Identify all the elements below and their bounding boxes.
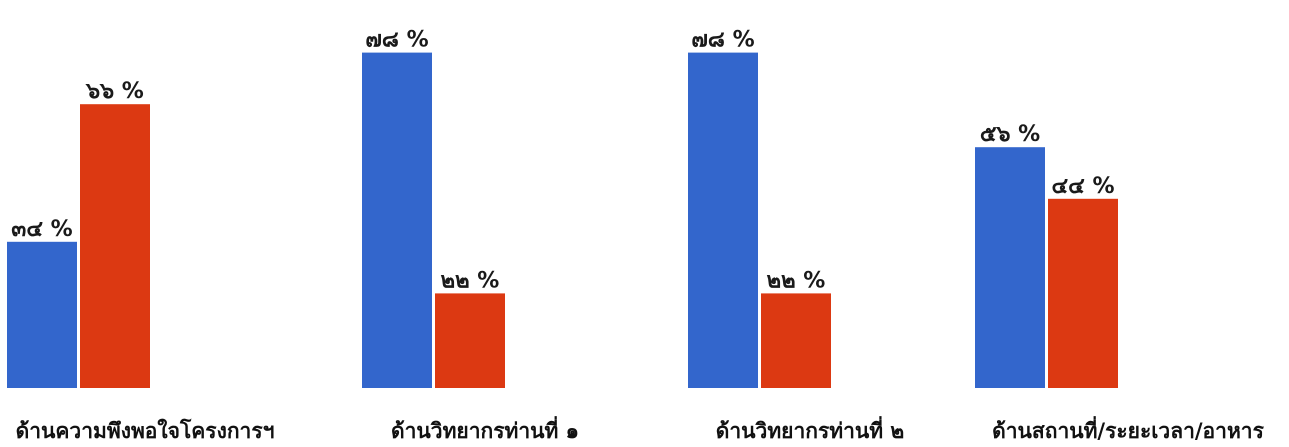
category-label-2: ด้านวิทยากรท่านที่ ๑ xyxy=(391,415,579,443)
bar-series2-cat1 xyxy=(80,104,150,388)
bar-series1-cat4 xyxy=(975,147,1045,388)
bar-series2-cat4 xyxy=(1048,198,1118,388)
category-label-1: ด้านความพึงพอใจโครงการฯ xyxy=(16,418,275,443)
bar-series1-cat3 xyxy=(688,52,758,388)
data-label-series2-cat4: ๔๔ % xyxy=(1051,174,1114,199)
bar-series1-cat1 xyxy=(7,241,77,388)
bar-series2-cat2 xyxy=(435,293,505,388)
data-label-series1-cat2: ๗๘ % xyxy=(365,28,428,53)
data-label-series2-cat2: ๒๒ % xyxy=(441,268,500,293)
data-label-series1-cat4: ๕๖ % xyxy=(980,122,1040,147)
data-label-series2-cat3: ๒๒ % xyxy=(767,268,826,293)
category-label-3: ด้านวิทยากรท่านที่ ๒ xyxy=(716,415,905,443)
category-label-4: ด้านสถานที่/ระยะเวลา/อาหาร xyxy=(992,415,1264,443)
data-label-series2-cat1: ๖๖ % xyxy=(85,79,144,104)
data-label-series1-cat3: ๗๘ % xyxy=(691,28,754,53)
data-label-series1-cat1: ๓๔ % xyxy=(11,217,72,242)
bar-series2-cat3 xyxy=(761,293,831,388)
bar-series1-cat2 xyxy=(362,52,432,388)
